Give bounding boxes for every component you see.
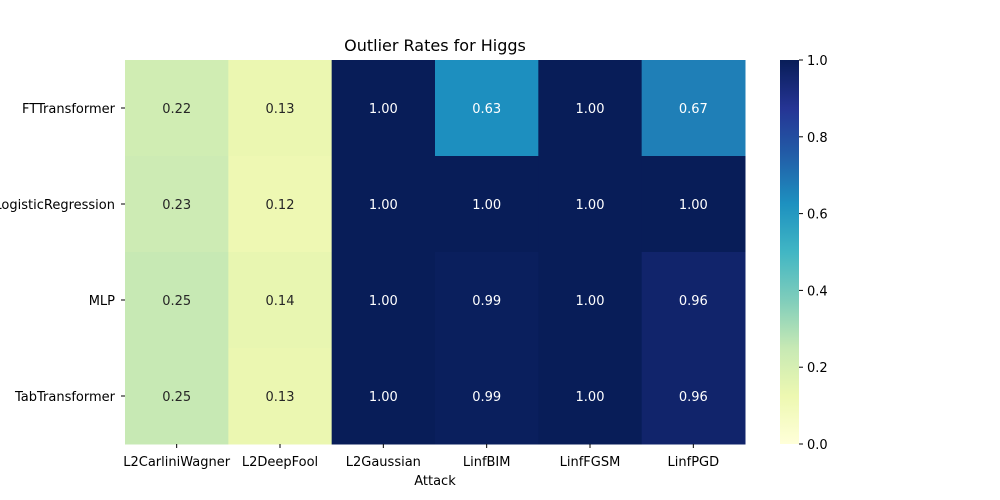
heatmap-cell (641, 252, 746, 349)
cell-value-label: 0.25 (162, 390, 191, 405)
y-tick-label: MLP (89, 294, 115, 309)
cell-value-label: 0.13 (266, 102, 295, 117)
x-tick-label: LinfBIM (463, 455, 511, 470)
cell-value-label: 0.14 (266, 294, 295, 309)
heatmap-cell (435, 156, 539, 253)
heatmap-cell (125, 60, 229, 157)
heatmap-cells (125, 60, 746, 445)
heatmap-cell (435, 348, 539, 445)
cell-value-label: 0.99 (472, 294, 501, 309)
heatmap-cell (331, 252, 436, 349)
cell-value-label: 0.23 (162, 198, 191, 213)
colorbar-tick-label: 0.2 (807, 361, 828, 376)
x-axis-label: Attack (414, 474, 456, 489)
heatmap-cell (641, 156, 746, 253)
cell-value-label: 1.00 (576, 294, 605, 309)
x-tick-label: L2Gaussian (346, 455, 421, 470)
cell-value-label: 0.63 (472, 102, 501, 117)
cell-value-label: 1.00 (369, 102, 398, 117)
y-axis-ticks: FTTransformer LogisticRegression MLP TabTra… (0, 102, 125, 405)
cell-value-label: 1.00 (369, 198, 398, 213)
x-tick-label: LinfFGSM (560, 455, 621, 470)
cell-value-label: 0.12 (266, 198, 295, 213)
heatmap-cell (228, 156, 333, 253)
heatmap-cell (641, 348, 746, 445)
heatmap-cell (538, 252, 643, 349)
colorbar (780, 60, 799, 444)
y-tick-label: LogisticRegression (0, 198, 115, 213)
heatmap-cell (331, 348, 436, 445)
cell-value-label: 0.25 (162, 294, 191, 309)
y-tick-label: TabTransformer (14, 390, 116, 405)
heatmap-cell (331, 156, 436, 253)
heatmap-cell (435, 60, 539, 157)
heatmap-cell (538, 156, 643, 253)
cell-value-label: 1.00 (369, 390, 398, 405)
heatmap-cell (228, 252, 333, 349)
heatmap-cell (331, 60, 436, 157)
cell-value-label: 0.13 (266, 390, 295, 405)
colorbar-tick-label: 1.0 (807, 54, 828, 69)
colorbar-ticks: 0.0 0.2 0.4 0.6 0.8 1.0 (799, 54, 828, 453)
cell-value-label: 0.99 (472, 390, 501, 405)
heatmap-cell (641, 60, 746, 157)
heatmap-cell (125, 348, 229, 445)
heatmap-cell (125, 252, 229, 349)
cell-value-label: 1.00 (472, 198, 501, 213)
cell-value-label: 0.67 (679, 102, 708, 117)
heatmap-cell (435, 252, 539, 349)
x-tick-label: L2CarliniWagner (123, 455, 230, 470)
colorbar-tick-label: 0.4 (807, 284, 828, 299)
cell-value-label: 0.96 (679, 294, 708, 309)
cell-value-label: 0.96 (679, 390, 708, 405)
x-axis-ticks: L2CarliniWagner L2DeepFool L2Gaussian LinfB… (123, 444, 719, 470)
colorbar-tick-label: 0.0 (807, 438, 828, 453)
x-tick-label: LinfPGD (668, 455, 720, 470)
y-tick-label: FTTransformer (22, 102, 116, 117)
cell-value-label: 1.00 (576, 198, 605, 213)
cell-value-label: 0.22 (162, 102, 191, 117)
cell-value-label: 1.00 (576, 102, 605, 117)
chart-title: Outlier Rates for Higgs (344, 36, 526, 55)
heatmap-cell (228, 60, 333, 157)
heatmap-cell (538, 60, 643, 157)
heatmap-cell-labels: 0.22 0.13 1.00 0.63 1.00 0.67 0.23 0.12 1.00 1.00… (162, 102, 708, 405)
x-tick-label: L2DeepFool (242, 455, 318, 470)
heatmap-cell (538, 348, 643, 445)
heatmap-cell (125, 156, 229, 253)
heatmap-cell (228, 348, 333, 445)
colorbar-tick-label: 0.6 (807, 208, 828, 223)
cell-value-label: 1.00 (576, 390, 605, 405)
cell-value-label: 1.00 (679, 198, 708, 213)
cell-value-label: 1.00 (369, 294, 398, 309)
colorbar-tick-label: 0.8 (807, 131, 828, 146)
